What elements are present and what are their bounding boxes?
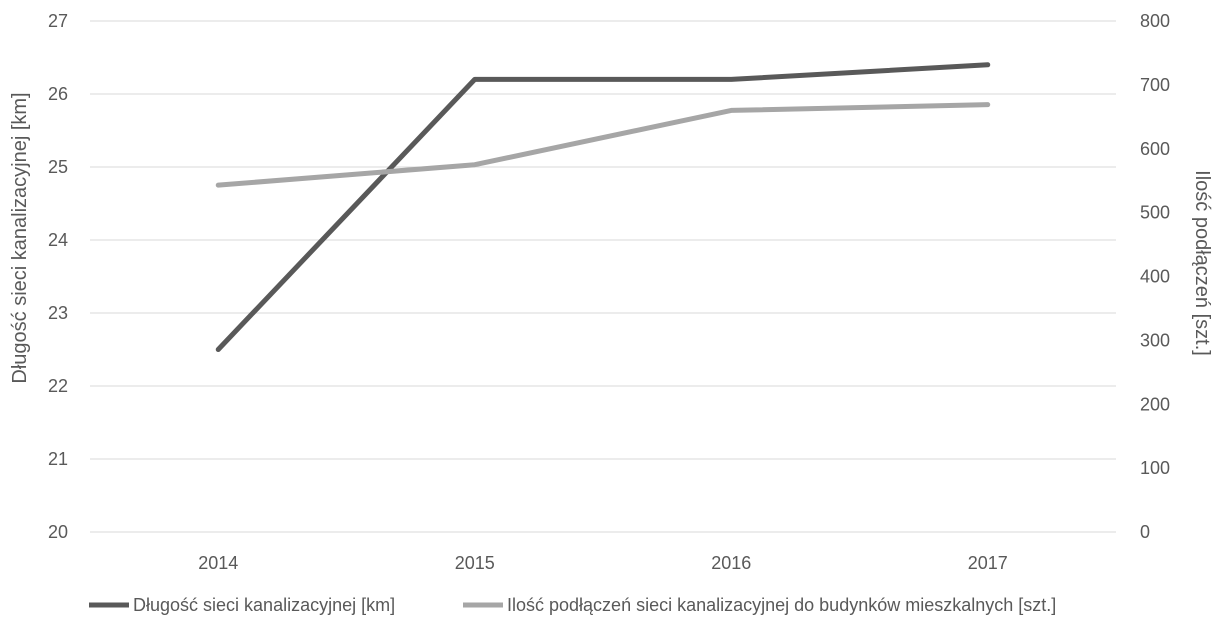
left-axis-ticks: 20 21 22 23 24 25 26 27	[48, 11, 68, 542]
gridlines	[90, 20, 1116, 533]
x-tick-label: 2015	[455, 553, 495, 573]
left-tick-label: 23	[48, 303, 68, 323]
right-tick-label: 0	[1140, 522, 1150, 542]
right-tick-label: 600	[1140, 139, 1170, 159]
left-tick-label: 20	[48, 522, 68, 542]
right-tick-label: 800	[1140, 11, 1170, 31]
left-tick-label: 24	[48, 230, 68, 250]
right-tick-label: 200	[1140, 394, 1170, 414]
right-tick-label: 700	[1140, 75, 1170, 95]
x-tick-label: 2016	[711, 553, 751, 573]
right-tick-label: 500	[1140, 203, 1170, 223]
left-tick-label: 27	[48, 11, 68, 31]
series-lines	[215, 62, 991, 352]
left-tick-label: 25	[48, 157, 68, 177]
series-line-1	[215, 102, 991, 188]
right-axis-ticks: 0 100 200 300 400 500 600 700 800	[1140, 11, 1170, 542]
right-tick-label: 400	[1140, 267, 1170, 287]
left-axis-title: Długość sieci kanalizacyjnej [km]	[9, 92, 31, 383]
series-line-0	[215, 62, 991, 352]
left-tick-label: 21	[48, 449, 68, 469]
x-tick-label: 2017	[968, 553, 1008, 573]
left-tick-label: 26	[48, 84, 68, 104]
x-tick-label: 2014	[198, 553, 238, 573]
legend: Długość sieci kanalizacyjnej [km] Ilość …	[89, 595, 1056, 615]
right-tick-label: 100	[1140, 458, 1170, 478]
legend-label-length: Długość sieci kanalizacyjnej [km]	[133, 595, 395, 615]
right-tick-label: 300	[1140, 330, 1170, 350]
right-axis-title: Ilość podłączeń [szt.]	[1191, 170, 1212, 356]
left-tick-label: 22	[48, 376, 68, 396]
legend-label-connections: Ilość podłączeń sieci kanalizacyjnej do …	[507, 595, 1056, 615]
x-axis-ticks: 2014 2015 2016 2017	[198, 553, 1008, 573]
